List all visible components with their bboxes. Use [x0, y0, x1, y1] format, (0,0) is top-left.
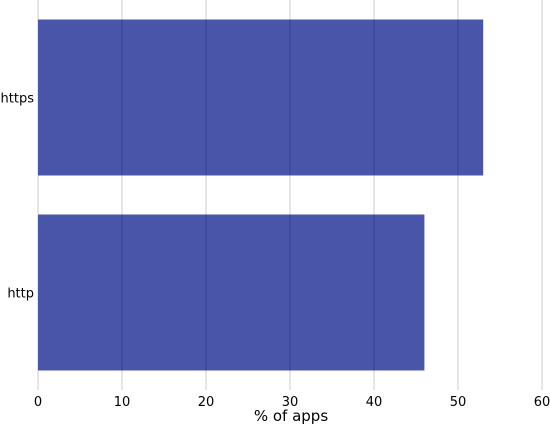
x-tick-label-20: 20: [198, 395, 215, 410]
x-tick-label-30: 30: [282, 395, 299, 410]
x-tick-label-10: 10: [114, 395, 131, 410]
x-tick-label-40: 40: [366, 395, 383, 410]
bar-https: [38, 19, 484, 176]
x-tick-label-60: 60: [534, 395, 550, 410]
x-tick-label-50: 50: [450, 395, 467, 410]
y-axis: https http: [1, 92, 35, 302]
x-axis-label: % of apps: [254, 407, 328, 425]
bars: [38, 19, 484, 371]
bar-http: [38, 214, 425, 371]
x-axis: 0 10 20 30 40 50 60: [34, 395, 550, 410]
y-tick-label-http: http: [7, 287, 34, 302]
y-tick-label-https: https: [1, 92, 35, 107]
x-tick-label-0: 0: [34, 395, 42, 410]
